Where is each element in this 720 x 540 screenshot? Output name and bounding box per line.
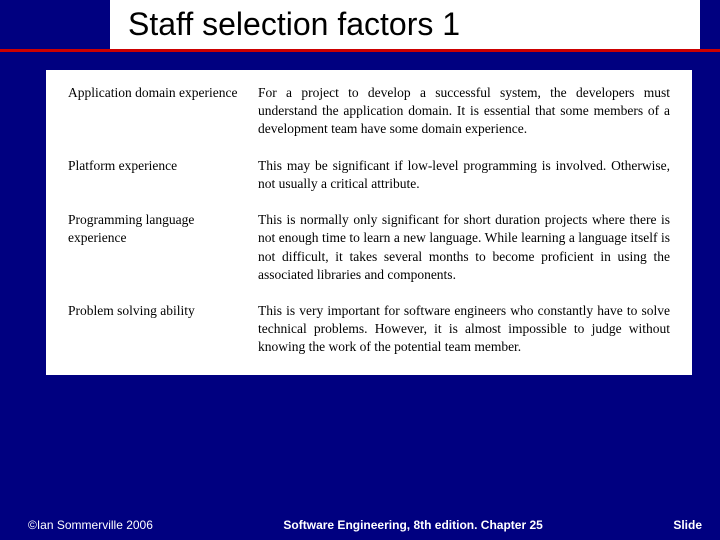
table-row: Application domain experience For a proj… [68, 84, 670, 139]
factor-description: This may be significant if low-level pro… [258, 157, 670, 193]
factor-description: This is normally only significant for sh… [258, 211, 670, 284]
slide-title: Staff selection factors 1 [110, 2, 478, 47]
slide-footer: ©Ian Sommerville 2006 Software Engineeri… [0, 518, 720, 532]
factors-table: Application domain experience For a proj… [46, 70, 692, 375]
table-row: Platform experience This may be signific… [68, 157, 670, 193]
factor-name: Problem solving ability [68, 302, 258, 357]
factor-name: Programming language experience [68, 211, 258, 284]
horizontal-rule [0, 49, 720, 52]
factor-name: Platform experience [68, 157, 258, 193]
slide-label: Slide [673, 518, 702, 532]
copyright-text: ©Ian Sommerville 2006 [28, 518, 153, 532]
book-chapter-text: Software Engineering, 8th edition. Chapt… [153, 518, 673, 532]
title-area: Staff selection factors 1 [110, 0, 700, 49]
factor-description: This is very important for software engi… [258, 302, 670, 357]
table-row: Programming language experience This is … [68, 211, 670, 284]
table-row: Problem solving ability This is very imp… [68, 302, 670, 357]
factor-description: For a project to develop a successful sy… [258, 84, 670, 139]
factor-name: Application domain experience [68, 84, 258, 139]
